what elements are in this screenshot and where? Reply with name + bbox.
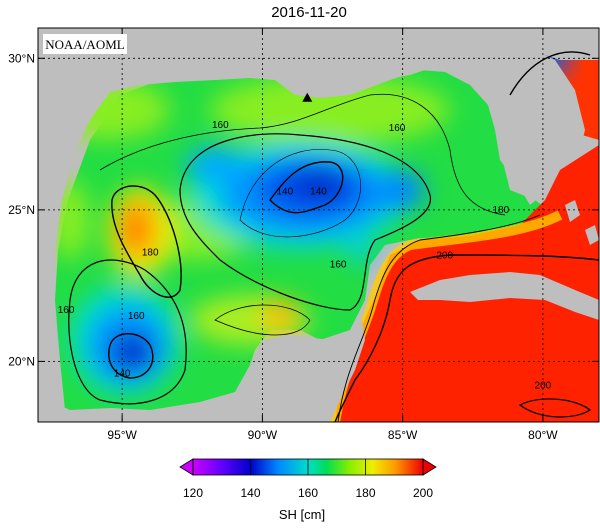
lat-tick-label: 25°N — [8, 203, 35, 217]
contour-label: 200 — [535, 381, 552, 392]
mexico-yucatan-land — [38, 320, 365, 422]
contour-label: 160 — [58, 305, 75, 316]
lat-tick-label: 20°N — [8, 354, 35, 368]
contour-140-southwest — [108, 333, 154, 379]
sea-height-field — [50, 75, 450, 395]
credit-label: NOAA/AOML — [45, 37, 125, 52]
lon-tick-label: 80°W — [528, 428, 558, 442]
colorbar-tick-label: 120 — [183, 486, 203, 500]
contour-200-southeast — [518, 398, 592, 418]
colorbar-unit-label: SH [cm] — [279, 507, 325, 522]
contour-label: 180 — [142, 247, 159, 258]
contour-label: 180 — [492, 205, 509, 216]
lon-tick-label: 95°W — [107, 428, 137, 442]
contour-180-eddy — [111, 185, 182, 298]
contour-label: 200 — [436, 250, 453, 261]
lon-tick-label: 90°W — [248, 428, 278, 442]
contour-label: 160 — [330, 259, 347, 270]
colorbar-high-arrow — [422, 458, 437, 476]
florida-peninsula-land — [496, 28, 585, 200]
contour-label: 160 — [128, 311, 145, 322]
axes: 95°W 90°W 85°W 80°W 30°N 25°N 20°N — [8, 28, 599, 442]
contour-160-southwest — [68, 259, 187, 405]
contour-160-north — [99, 93, 506, 216]
contour-140-center — [269, 161, 344, 214]
colorbar-tick-label: 140 — [240, 486, 260, 500]
graticule — [38, 28, 599, 422]
contour-label: 160 — [389, 123, 406, 134]
contour-170-south — [214, 304, 311, 336]
contour-atlantic — [509, 51, 591, 96]
cuba-land — [410, 272, 599, 320]
station-marker-triangle — [302, 92, 313, 102]
bahamas-land — [565, 200, 599, 245]
colorbar-ticks: 120 140 160 180 200 — [183, 459, 433, 500]
lon-tick-label: 85°W — [388, 428, 418, 442]
us-gulf-coast-land — [38, 28, 599, 422]
contour-label: 140 — [310, 187, 327, 198]
colorbar-tick-label: 160 — [298, 486, 318, 500]
colorbar-tick-label: 180 — [355, 486, 375, 500]
colorbar-tick-label: 200 — [413, 486, 433, 500]
contour-label: 140 — [276, 187, 293, 198]
contour-200-loop — [334, 254, 599, 422]
contour-lines — [68, 51, 599, 422]
contour-180-loop — [337, 214, 541, 422]
plot-frame — [37, 27, 600, 423]
contour-150-center — [239, 149, 361, 238]
map-title: 2016-11-20 — [271, 4, 347, 21]
contour-160-center — [179, 133, 431, 311]
colorbar-low-arrow — [179, 458, 194, 476]
lat-tick-label: 30°N — [8, 51, 35, 65]
contour-label: 160 — [212, 120, 229, 131]
colorbar: 120 140 160 180 200 SH [cm] — [179, 458, 437, 522]
credit-box — [43, 34, 127, 54]
